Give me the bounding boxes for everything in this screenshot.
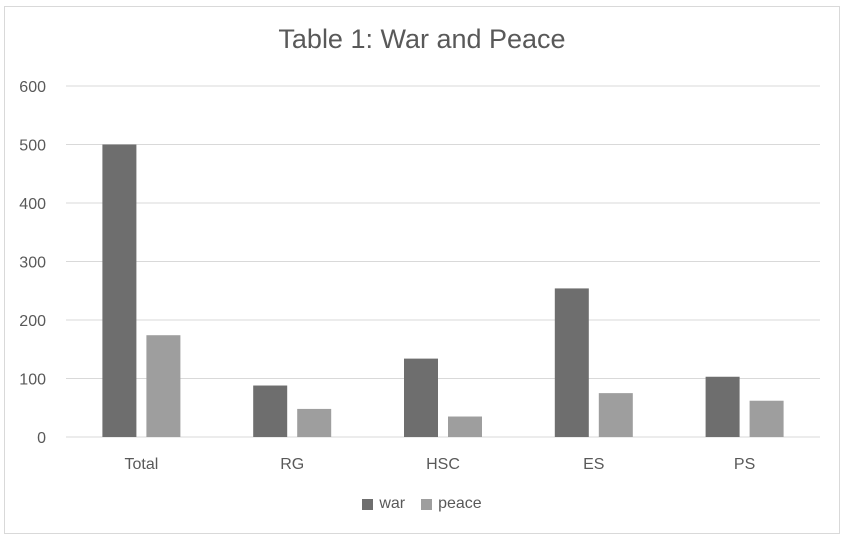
bar-war-total	[102, 144, 137, 437]
chart-legend: war peace	[0, 495, 844, 513]
y-tick-label: 300	[19, 255, 46, 272]
bar-peace-total	[146, 335, 181, 437]
legend-item-peace: peace	[421, 495, 482, 513]
y-tick-label: 0	[37, 430, 46, 447]
chart-title: Table 1: War and Peace	[278, 24, 566, 54]
x-tick-label: PS	[734, 456, 755, 473]
chart-frame	[4, 6, 840, 534]
bar-war-es	[554, 288, 589, 437]
x-tick-label: RG	[280, 456, 304, 473]
bar-peace-rg	[297, 408, 332, 437]
bar-peace-hsc	[448, 416, 482, 437]
bar-peace-ps	[749, 400, 784, 437]
x-tick-label: ES	[583, 456, 604, 473]
bar-war-rg	[253, 385, 288, 437]
legend-swatch-war	[362, 498, 374, 510]
y-tick-label: 500	[19, 138, 46, 155]
legend-label-peace: peace	[438, 495, 482, 512]
bar-war-hsc	[404, 358, 438, 437]
legend-label-war: war	[379, 495, 406, 512]
legend-swatch-peace	[421, 498, 433, 510]
y-tick-label: 400	[19, 196, 46, 213]
x-tick-label: Total	[125, 456, 159, 473]
y-tick-label: 200	[19, 313, 46, 330]
legend-item-war: war	[362, 495, 405, 513]
bar-peace-es	[598, 393, 633, 437]
bar-war-ps	[705, 376, 740, 437]
y-tick-label: 600	[19, 79, 46, 96]
x-tick-label: HSC	[426, 456, 460, 473]
y-tick-label: 100	[19, 372, 46, 389]
